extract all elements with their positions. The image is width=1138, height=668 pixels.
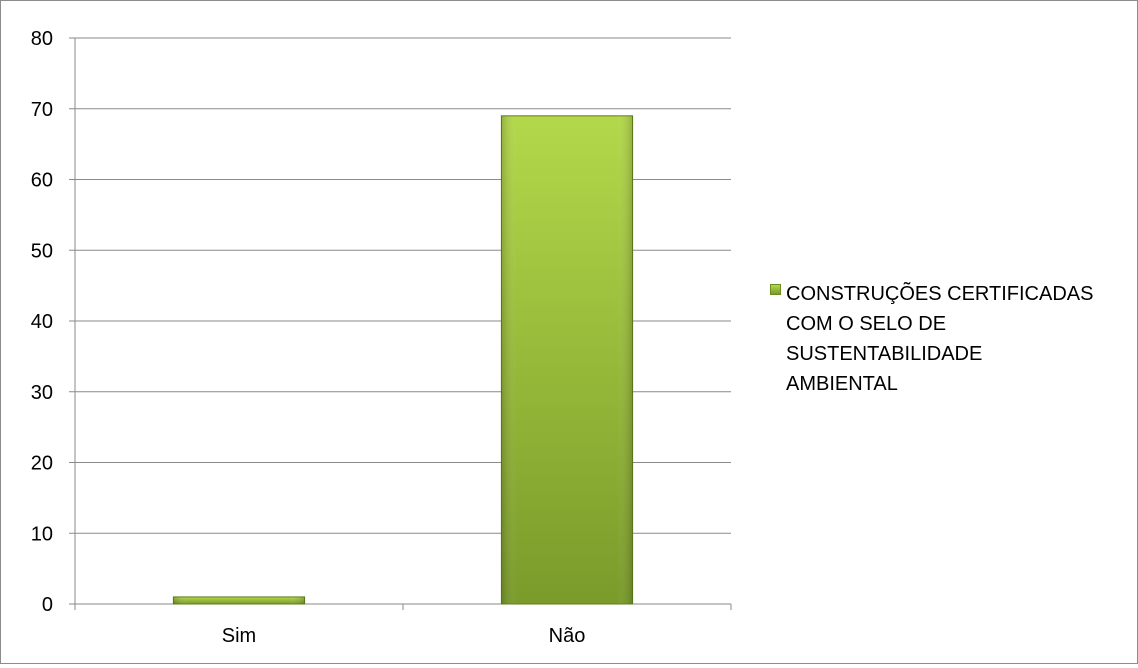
legend-label-line-2: COM O SELO DE — [786, 313, 947, 335]
x-tick-label: Sim — [222, 625, 256, 647]
legend-swatch — [770, 284, 781, 295]
y-tick-label: 50 — [31, 240, 53, 262]
bar-shading — [173, 596, 305, 604]
y-tick-label: 10 — [31, 523, 53, 545]
legend-label-line-1: CONSTRUÇÕES CERTIFICADAS — [786, 283, 1094, 305]
legend-label-line-4: AMBIENTAL — [786, 373, 898, 395]
y-tick-label: 40 — [31, 311, 53, 333]
y-tick-label: 0 — [42, 594, 53, 616]
y-tick-label: 20 — [31, 453, 53, 475]
x-tick-label: Não — [549, 625, 586, 647]
y-tick-label: 80 — [31, 28, 53, 50]
legend-label-line-3: SUSTENTABILIDADE — [786, 343, 983, 365]
y-tick-label: 60 — [31, 170, 53, 192]
y-tick-label: 70 — [31, 99, 53, 121]
legend: CONSTRUÇÕES CERTIFICADAS COM O SELO DE S… — [770, 279, 1115, 399]
y-tick-label: 30 — [31, 382, 53, 404]
bar-shading — [501, 115, 633, 604]
